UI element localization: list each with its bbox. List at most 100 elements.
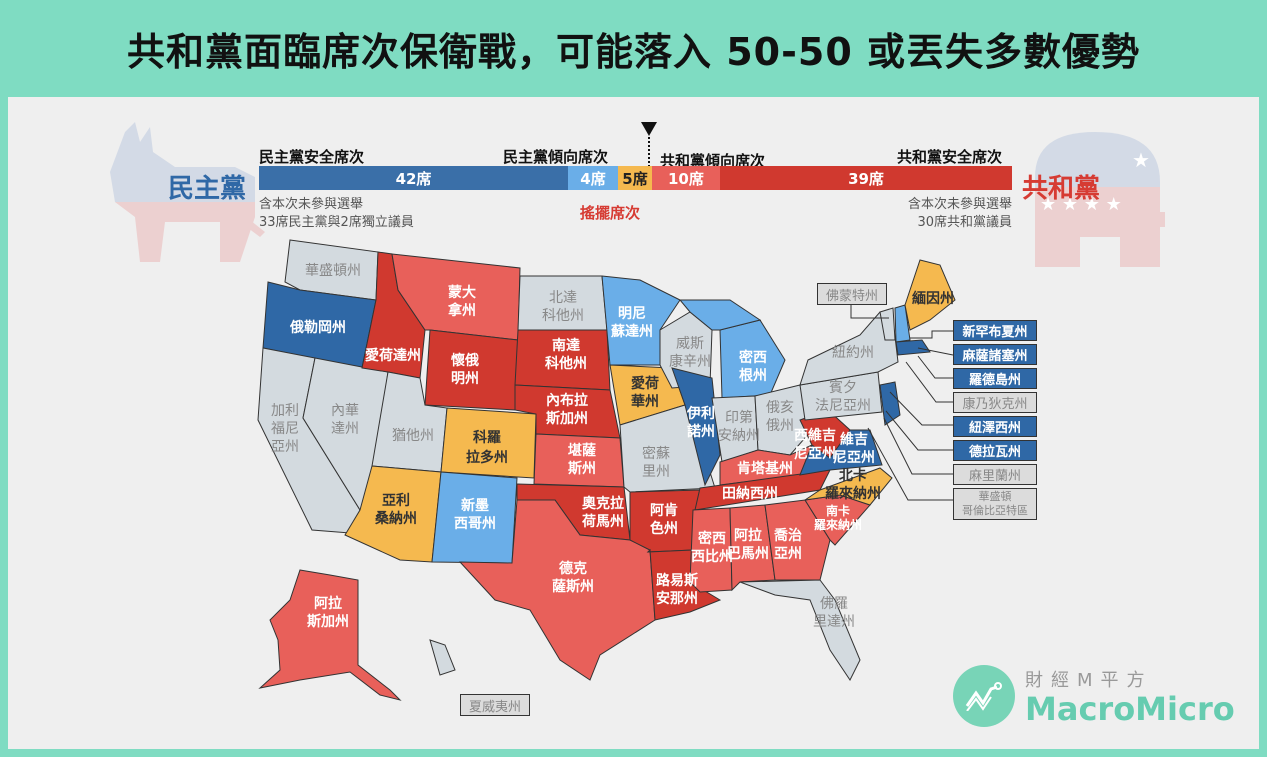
svg-text:斯州: 斯州 xyxy=(568,460,596,477)
state-wy xyxy=(424,329,519,411)
state-nj xyxy=(879,381,901,426)
svg-text:西比州: 西比州 xyxy=(691,548,733,565)
state-nh xyxy=(894,304,911,343)
svg-text:北達: 北達 xyxy=(549,290,577,306)
svg-text:紐約州: 紐約州 xyxy=(832,345,874,361)
state-me xyxy=(904,259,956,331)
svg-text:里達州: 里達州 xyxy=(813,614,855,630)
dem-note-line-2: 33席民主黨與2席獨立議員 xyxy=(259,215,414,230)
state-ms xyxy=(689,507,733,593)
rep-safe-label: 共和黨安全席次 xyxy=(897,148,1003,166)
svg-text:尼亞州: 尼亞州 xyxy=(794,446,836,462)
svg-text:明州: 明州 xyxy=(451,371,479,387)
svg-text:安納州: 安納州 xyxy=(718,428,760,444)
callout-dc-line-2: 哥倫比亞特區 xyxy=(962,504,1028,517)
elephant-icon: ★ ★ ★ ★ ★ xyxy=(1035,132,1165,267)
callout-massachusetts: 麻薩諸塞州 xyxy=(953,344,1037,365)
democrat-label: 民主黨 xyxy=(168,174,247,204)
svg-text:科羅: 科羅 xyxy=(473,429,501,446)
state-al xyxy=(729,504,776,592)
svg-text:阿拉: 阿拉 xyxy=(734,527,762,544)
state-hi xyxy=(429,639,456,676)
label-nv-2: 達州 xyxy=(331,421,359,437)
state-ma xyxy=(895,339,931,356)
callout-hawaii: 夏威夷州 xyxy=(460,694,530,716)
callout-lines xyxy=(850,305,954,501)
rep-note: 含本次未參與選舉 30席共和黨議員 xyxy=(897,196,1012,232)
svg-text:拿州: 拿州 xyxy=(447,302,476,319)
svg-text:密西: 密西 xyxy=(697,530,726,547)
svg-text:根州: 根州 xyxy=(739,367,767,384)
svg-text:伊利: 伊利 xyxy=(686,405,715,422)
state-mi-up xyxy=(678,299,762,331)
callout-connecticut: 康乃狄克州 xyxy=(953,392,1037,413)
rep-note-line-1: 含本次未參與選舉 xyxy=(907,197,1012,212)
svg-text:懷俄: 懷俄 xyxy=(450,352,479,369)
svg-text:荷馬州: 荷馬州 xyxy=(581,513,624,530)
dem-safe-label: 民主黨安全席次 xyxy=(259,148,365,166)
seg-dem-safe: 42席 xyxy=(259,166,568,190)
title-bar: 共和黨面臨席次保衛戰，可能落入 50-50 或丟失多數優勢 xyxy=(0,0,1267,97)
svg-text:阿拉: 阿拉 xyxy=(314,595,342,612)
svg-text:亞利: 亞利 xyxy=(382,492,410,509)
callout-dc-line-1: 華盛頓 xyxy=(978,490,1012,503)
midpoint-marker-icon xyxy=(641,122,657,136)
label-ca-1: 加利 xyxy=(271,403,299,419)
macromicro-logo: 財經M平方 MacroMicro xyxy=(953,665,1235,727)
svg-text:★: ★ xyxy=(1132,148,1150,172)
svg-text:俄亥: 俄亥 xyxy=(766,400,794,416)
seg-swing: 5席 xyxy=(618,166,652,190)
page-title: 共和黨面臨席次保衛戰，可能落入 50-50 或丟失多數優勢 xyxy=(127,30,1140,74)
svg-text:安那州: 安那州 xyxy=(656,590,698,607)
svg-text:新墨: 新墨 xyxy=(461,497,489,514)
svg-text:西哥州: 西哥州 xyxy=(454,516,496,532)
svg-text:桑納州: 桑納州 xyxy=(375,510,417,527)
svg-text:科他州: 科他州 xyxy=(545,355,587,372)
svg-text:色州: 色州 xyxy=(650,520,678,537)
svg-text:康辛州: 康辛州 xyxy=(669,353,711,370)
svg-text:喬治: 喬治 xyxy=(773,527,802,544)
label-wa: 華盛頓州 xyxy=(305,263,361,279)
svg-text:密西: 密西 xyxy=(738,349,767,366)
state-ga xyxy=(764,499,831,581)
svg-text:羅來納州: 羅來納州 xyxy=(814,517,862,532)
label-nv-1: 內華 xyxy=(331,403,359,419)
republican-label: 共和黨 xyxy=(1022,174,1101,204)
svg-text:印第: 印第 xyxy=(725,409,753,426)
label-id: 愛荷達州 xyxy=(365,347,421,364)
svg-text:密蘇: 密蘇 xyxy=(642,445,670,462)
dem-note: 含本次未參與選舉 33席民主黨與2席獨立議員 xyxy=(259,196,414,232)
state-vt xyxy=(879,307,896,341)
svg-text:阿肯: 阿肯 xyxy=(650,502,678,519)
callout-maryland: 麻里蘭州 xyxy=(953,464,1037,485)
seat-bar: 42席 4席 5席 10席 39席 xyxy=(259,166,1012,190)
svg-text:路易斯: 路易斯 xyxy=(656,572,698,589)
svg-text:奧克拉: 奧克拉 xyxy=(582,495,624,512)
svg-text:南卡: 南卡 xyxy=(826,503,850,518)
svg-text:斯加州: 斯加州 xyxy=(307,613,349,630)
dem-note-line-1: 含本次未參與選舉 xyxy=(259,197,364,212)
callout-new-hampshire: 新罕布夏州 xyxy=(953,320,1037,341)
svg-text:賓夕: 賓夕 xyxy=(829,379,857,396)
svg-text:法尼亞州: 法尼亞州 xyxy=(815,398,871,414)
svg-text:威斯: 威斯 xyxy=(676,336,704,352)
callout-delaware: 德拉瓦州 xyxy=(953,440,1037,461)
dem-lean-label: 民主黨傾向席次 xyxy=(503,148,609,166)
svg-text:里州: 里州 xyxy=(642,464,670,480)
svg-text:斯加州: 斯加州 xyxy=(546,410,588,427)
svg-text:羅來納州: 羅來納州 xyxy=(825,485,881,502)
svg-text:★ ★ ★ ★: ★ ★ ★ ★ xyxy=(1040,194,1122,215)
svg-text:維吉: 維吉 xyxy=(840,431,868,448)
svg-text:愛荷: 愛荷 xyxy=(631,375,659,392)
rep-note-line-2: 30席共和黨議員 xyxy=(917,215,1012,230)
svg-text:華州: 華州 xyxy=(631,393,659,410)
svg-text:德克: 德克 xyxy=(559,560,587,577)
swing-label: 搖擺席次 xyxy=(580,204,641,222)
rep-lean-label: 共和黨傾向席次 xyxy=(660,152,766,170)
svg-text:北卡: 北卡 xyxy=(839,467,867,484)
state-nc xyxy=(804,467,893,506)
seg-rep-lean: 10席 xyxy=(652,166,720,190)
state-fl xyxy=(739,579,861,681)
label-or: 俄勒岡州 xyxy=(289,319,346,336)
